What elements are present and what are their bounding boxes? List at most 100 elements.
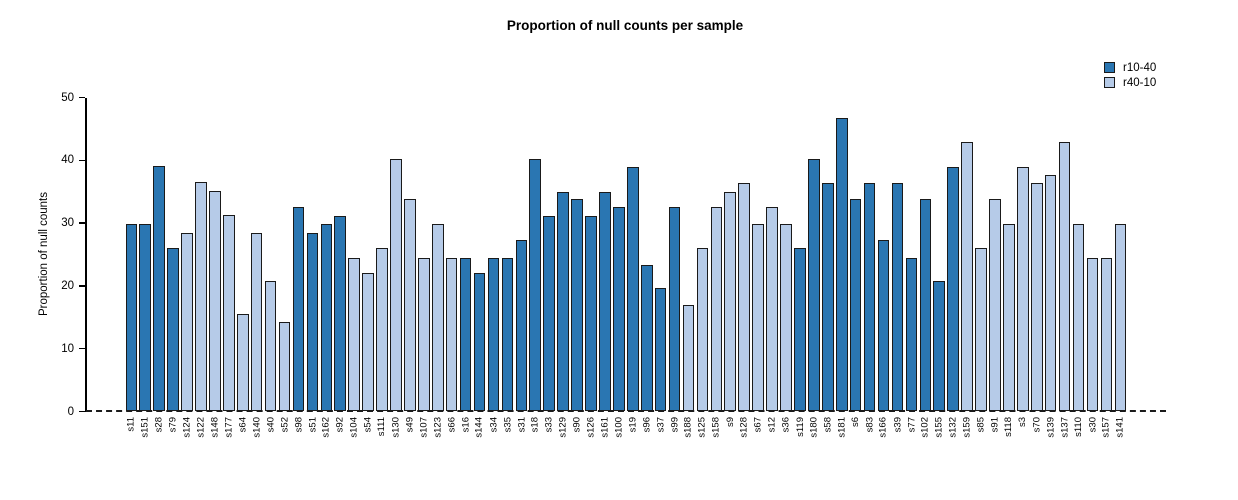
bar-s158 [710, 207, 723, 412]
x-label-text: s40 [265, 417, 277, 433]
bar-s107 [418, 257, 430, 412]
zero-baseline-dashed [86, 409, 1166, 412]
bar-s137 [1058, 142, 1071, 412]
bar-s118 [1003, 224, 1015, 412]
x-label-text: s91 [989, 417, 1001, 433]
x-label-text: s155 [933, 417, 945, 438]
bar-s96 [640, 264, 653, 412]
x-label-text: s52 [279, 417, 291, 433]
bar-s18 [529, 159, 542, 412]
bar-s37 [654, 288, 667, 412]
x-label-text: s104 [348, 417, 360, 438]
bar-s51 [306, 232, 319, 412]
x-label-text: s66 [446, 417, 458, 433]
bar-s100 [613, 207, 625, 412]
bar-s99 [668, 207, 681, 412]
bar-s19 [626, 166, 639, 412]
bar-s36 [780, 224, 792, 412]
x-label-text: s166 [878, 417, 890, 438]
x-label-text: s100 [613, 417, 625, 438]
x-label-text: s119 [794, 417, 806, 437]
x-label-text: s124 [181, 417, 193, 438]
bar-s90 [571, 199, 583, 412]
y-tick-label: 20 [61, 279, 74, 292]
x-label-text: s158 [710, 417, 722, 438]
bar-s30 [1086, 257, 1099, 412]
x-label-text: s33 [543, 417, 555, 433]
y-tick-label: 40 [61, 154, 74, 167]
bar-s3 [1017, 166, 1029, 412]
x-label-text: s28 [153, 417, 165, 433]
x-label-text: s67 [752, 417, 764, 433]
x-label-text: s9 [724, 417, 736, 428]
x-label-text: s122 [195, 417, 207, 438]
legend: r10-40 r40-10 [1104, 60, 1156, 90]
x-label-text: s144 [474, 417, 486, 438]
y-tick-mark [79, 96, 85, 99]
x-label-text: s181 [836, 417, 848, 438]
y-axis-title-text: Proportion of null counts [38, 191, 50, 317]
x-label-text: s161 [599, 417, 611, 438]
bar-s67 [752, 224, 764, 412]
bar-s130 [390, 159, 402, 412]
bar-s181 [835, 117, 848, 412]
bar-s125 [696, 248, 709, 412]
bar-s70 [1030, 182, 1043, 412]
bar-s132 [947, 166, 959, 412]
x-label-text: s129 [557, 417, 569, 438]
bar-s157 [1100, 257, 1113, 412]
x-label-text: s139 [1045, 417, 1057, 438]
bar-s58 [822, 182, 834, 412]
bar-s66 [445, 257, 458, 412]
bar-s129 [557, 191, 569, 412]
bar-s128 [738, 182, 750, 412]
bar-s11 [125, 224, 138, 412]
x-label-text: s98 [292, 417, 304, 433]
x-label-text: s148 [209, 417, 221, 438]
x-label-text: s58 [822, 417, 834, 433]
x-label-text: s107 [418, 417, 430, 438]
bar-s49 [404, 199, 416, 412]
x-label-text: s96 [641, 417, 653, 433]
x-label-text: s125 [696, 417, 708, 438]
bar-s102 [919, 199, 932, 412]
x-label-text: s162 [320, 417, 332, 438]
bar-s180 [808, 159, 820, 412]
x-label-text: s102 [919, 417, 931, 438]
x-label-text: s30 [1086, 417, 1098, 433]
bar-s39 [891, 182, 904, 412]
x-label-text: s19 [627, 417, 639, 433]
x-label-text: s92 [334, 417, 346, 433]
bar-s124 [181, 232, 193, 412]
x-label-text: s11 [125, 417, 137, 432]
x-label-text: s37 [655, 417, 667, 433]
y-tick-mark [79, 222, 85, 224]
chart-title: Proportion of null counts per sample [506, 18, 744, 33]
bar-s111 [376, 248, 388, 412]
x-label-text: s34 [487, 417, 499, 433]
x-label-text: s99 [669, 417, 681, 433]
bar-s16 [459, 257, 472, 412]
bar-s155 [933, 280, 946, 412]
bar-s52 [278, 321, 291, 412]
x-label-text: s85 [975, 417, 987, 433]
x-label-text: s188 [683, 417, 694, 438]
x-label-text: s12 [766, 417, 778, 433]
x-label-text: s36 [780, 417, 792, 433]
bar-s33 [543, 215, 555, 412]
bar-s35 [501, 257, 514, 412]
y-tick-mark [79, 347, 85, 350]
y-tick-mark [79, 159, 85, 162]
y-axis-line [85, 97, 87, 412]
x-label-text: s77 [905, 417, 917, 433]
bar-s91 [989, 199, 1001, 412]
x-label-text: s126 [585, 417, 597, 438]
bar-s166 [877, 240, 890, 412]
bar-s77 [905, 257, 918, 412]
y-tick-label: 30 [61, 217, 74, 230]
x-label-text: s16 [460, 417, 472, 433]
bar-s34 [487, 257, 500, 412]
x-label-text: s128 [738, 417, 750, 438]
bar-s148 [209, 191, 221, 412]
